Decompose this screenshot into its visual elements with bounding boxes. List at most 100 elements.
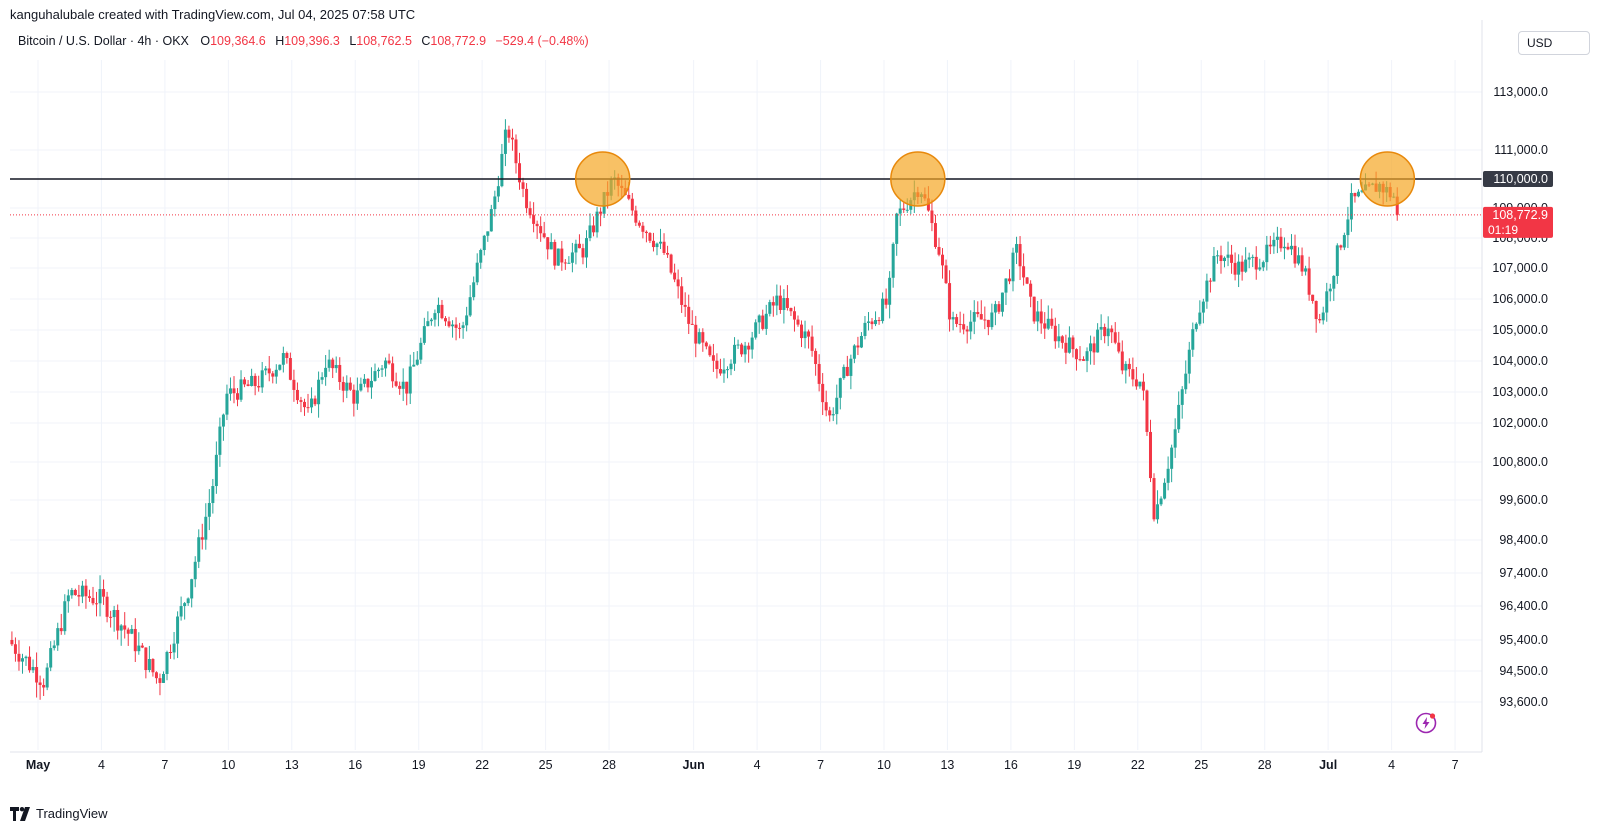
- candle-body: [962, 324, 966, 330]
- candle-body: [317, 379, 321, 405]
- candle-body: [116, 609, 120, 631]
- candle-body: [1208, 280, 1212, 282]
- price-tick-label: 105,000.0: [1492, 323, 1548, 337]
- time-tick-label: 7: [1452, 758, 1459, 772]
- candle-body: [965, 329, 969, 332]
- candle-body: [38, 682, 42, 685]
- price-tick-label: 106,000.0: [1492, 292, 1548, 306]
- candle-body: [253, 375, 257, 387]
- candle-body: [232, 388, 236, 394]
- candle-body: [45, 667, 49, 688]
- symbol-legend: Bitcoin / U.S. Dollar · 4h · OKX O109,36…: [18, 34, 595, 48]
- chart-credit: kanguhalubale created with TradingView.c…: [10, 7, 416, 22]
- candle-body: [451, 324, 455, 327]
- candle-body: [458, 327, 462, 329]
- candle-body: [1226, 254, 1230, 258]
- candle-body: [200, 537, 204, 540]
- candle-body: [179, 606, 183, 617]
- symbol-name[interactable]: Bitcoin / U.S. Dollar · 4h · OKX: [18, 34, 189, 48]
- candle-body: [1145, 390, 1149, 432]
- time-tick-label: 16: [1004, 758, 1018, 772]
- candle-body: [884, 298, 888, 305]
- candle-body: [874, 320, 878, 325]
- candle-body: [708, 346, 712, 356]
- candle-body: [190, 579, 194, 599]
- candle-body: [468, 297, 472, 316]
- candle-body: [331, 359, 335, 369]
- candle-body: [1307, 268, 1311, 295]
- candle-body: [1339, 245, 1343, 248]
- candle-body: [401, 381, 405, 389]
- candle-body: [1198, 312, 1202, 324]
- candle-body: [359, 383, 363, 391]
- price-axis: 113,000.0111,000.0109,000.0108,000.0107,…: [1481, 20, 1553, 752]
- candle-body: [775, 295, 779, 306]
- candle-body: [1237, 261, 1241, 275]
- candle-body: [757, 315, 761, 323]
- candle-body: [729, 363, 733, 370]
- candle-body: [338, 364, 342, 383]
- candle-body: [84, 585, 88, 597]
- candle-body: [1166, 468, 1170, 483]
- candle-body: [803, 331, 807, 339]
- candle-body: [1205, 280, 1209, 302]
- candle-body: [1007, 278, 1011, 282]
- candle-body: [486, 231, 490, 236]
- candle-body: [422, 326, 426, 343]
- candle-body: [592, 225, 596, 233]
- candle-body: [528, 208, 532, 216]
- candle-body: [577, 243, 581, 249]
- time-tick-label: 19: [1067, 758, 1081, 772]
- candle-body: [1240, 261, 1244, 272]
- candle-body: [863, 322, 867, 336]
- tradingview-brand[interactable]: TradingView: [10, 806, 108, 821]
- lightning-bolt-icon[interactable]: [1415, 712, 1437, 734]
- candle-body: [835, 397, 839, 415]
- candle-body: [1194, 323, 1198, 330]
- candle-body: [1071, 337, 1075, 350]
- candle-body: [20, 658, 24, 662]
- candle-body: [278, 364, 282, 370]
- candle-body: [718, 369, 722, 374]
- candle-body: [1321, 312, 1325, 321]
- candle-body: [1092, 343, 1096, 353]
- candle-body: [433, 313, 437, 320]
- highlight-circle: [1359, 151, 1416, 207]
- candle-body: [461, 325, 465, 328]
- candle-body: [193, 561, 197, 580]
- time-tick-label: Jun: [683, 758, 705, 772]
- candle-body: [859, 335, 863, 348]
- currency-selector[interactable]: USD: [1518, 31, 1590, 55]
- chart-grid: [10, 60, 1482, 750]
- bar-countdown-label: 01:19: [1488, 223, 1518, 237]
- candle-body: [1025, 277, 1029, 284]
- candle-body: [1106, 328, 1110, 337]
- candle-body: [1099, 326, 1103, 330]
- low-label: L: [349, 34, 357, 48]
- time-tick-label: 22: [475, 758, 489, 772]
- candle-body: [1078, 359, 1082, 361]
- candle-body: [345, 382, 349, 391]
- candle-body: [563, 262, 567, 264]
- time-tick-label: 13: [285, 758, 299, 772]
- candle-body: [443, 318, 447, 322]
- candle-body: [137, 645, 141, 652]
- candle-body: [986, 319, 990, 328]
- candle-body: [91, 597, 95, 604]
- candle-body: [415, 359, 419, 365]
- candle-body: [507, 129, 511, 138]
- close-label: C: [421, 34, 431, 48]
- price-tick-label: 93,600.0: [1499, 695, 1548, 709]
- candle-body: [1230, 254, 1234, 263]
- candle-body: [257, 386, 261, 388]
- candle-body: [1074, 349, 1078, 360]
- candle-body: [905, 209, 909, 211]
- candle-body: [362, 378, 366, 384]
- candle-body: [228, 388, 232, 394]
- candle-body: [246, 384, 250, 386]
- candle-body: [31, 667, 35, 671]
- time-tick-label: 28: [602, 758, 616, 772]
- price-tick-label: 102,000.0: [1492, 416, 1548, 430]
- candle-body: [391, 363, 395, 382]
